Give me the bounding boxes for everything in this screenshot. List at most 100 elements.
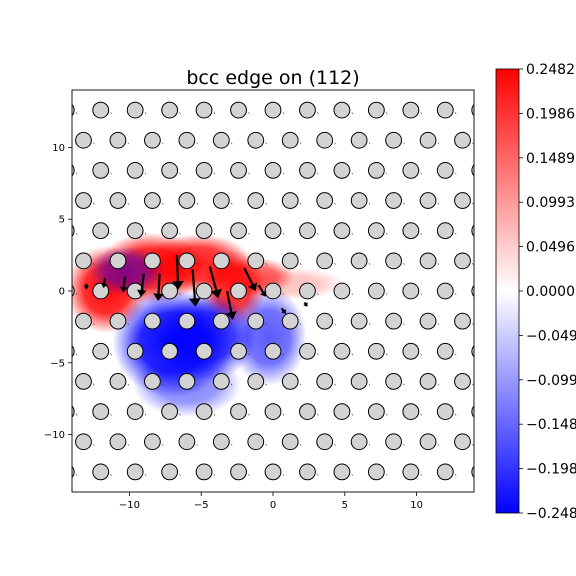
minor-displacement-mark [127,202,130,205]
chart-title: bcc edge on (112) [186,67,359,89]
atom [144,192,161,209]
atom [72,465,75,479]
minor-displacement-mark [368,443,371,446]
colorbar-tick-label: −0.2482 [526,506,576,522]
minor-displacement-mark [317,353,319,356]
atom [109,312,127,330]
atom [212,252,230,270]
colorbar-tick-label: −0.0496 [526,328,576,344]
atom [144,433,161,451]
atom [333,463,351,481]
minor-displacement-mark [179,112,181,115]
y-axis: 10 5 0 −5 −10 [44,143,72,441]
atom [402,162,420,179]
minor-displacement-mark [368,263,371,265]
atom [454,252,471,270]
minor-displacement-mark [403,142,405,145]
atom [92,403,110,420]
minor-displacement-mark [265,383,267,386]
atom [110,72,126,88]
minor-displacement-mark [351,353,354,356]
minor-displacement-mark [127,323,130,326]
atom [178,131,196,149]
atom [317,494,333,510]
atom [419,131,437,149]
minor-displacement-mark [299,142,302,145]
minor-displacement-mark [179,232,181,235]
atom [436,403,454,420]
atom [264,403,282,420]
atom [92,101,110,119]
atom [454,312,471,330]
minor-displacement-mark [213,232,216,235]
minor-displacement-mark [454,232,457,235]
minor-displacement-mark [351,474,354,476]
minor-displacement-mark [490,474,491,476]
colorbar-tick-label: 0.1986 [526,106,575,122]
minor-displacement-mark [144,112,147,115]
displacement-arrow [137,273,147,297]
minor-displacement-mark [248,112,250,115]
minor-displacement-mark [93,504,94,506]
minor-displacement-mark [179,474,181,476]
x-axis: −10 −5 0 5 10 [119,492,423,511]
atom [264,101,282,119]
minor-displacement-mark [368,323,371,326]
minor-displacement-mark [334,263,336,265]
minor-displacement-mark [386,172,388,175]
atom [367,162,385,179]
atom [126,342,144,360]
minor-displacement-mark [110,474,112,476]
atom [419,433,437,451]
atom [367,222,385,240]
atom [161,342,179,360]
minor-displacement-mark [196,142,199,145]
atom [179,494,195,510]
displacement-arrow [119,276,128,293]
atom [144,373,161,390]
minor-displacement-mark [179,293,181,296]
minor-displacement-mark [282,413,285,416]
atom [230,282,247,300]
minor-displacement-mark [265,443,267,446]
atom [109,131,127,149]
minor-displacement-mark [386,353,388,356]
atom [299,222,316,240]
y-tick-label: 0 [59,287,65,298]
atom [333,342,351,360]
minor-displacement-mark [75,172,78,175]
atom [281,252,299,270]
atom [161,463,179,481]
minor-displacement-mark [162,263,164,265]
minor-displacement-mark [144,293,147,296]
atom [402,403,420,420]
y-tick-label: 5 [59,215,65,226]
atom [247,373,265,390]
minor-displacement-mark [110,293,112,296]
minor-displacement-mark [299,383,302,386]
atom [144,312,161,330]
colorbar-tick-label: 0.0000 [526,284,575,300]
atom [75,433,92,451]
atom [402,282,420,300]
atom [144,131,161,149]
x-tick-label: 10 [410,500,423,511]
minor-displacement-mark [75,413,78,416]
atom [436,162,454,179]
minor-displacement-mark [127,383,130,386]
atom [299,162,316,179]
minor-displacement-mark [386,112,388,115]
minor-displacement-mark [403,504,404,506]
atom [230,101,247,119]
minor-displacement-mark [438,82,439,84]
minor-displacement-mark [162,504,163,506]
minor-displacement-mark [75,112,78,115]
minor-displacement-mark [490,233,491,235]
displacement-arrow [171,255,184,290]
minor-displacement-mark [300,504,301,506]
minor-displacement-mark [351,413,354,416]
minor-displacement-mark [403,443,405,446]
minor-displacement-mark [317,413,319,416]
minor-displacement-mark [75,293,78,296]
